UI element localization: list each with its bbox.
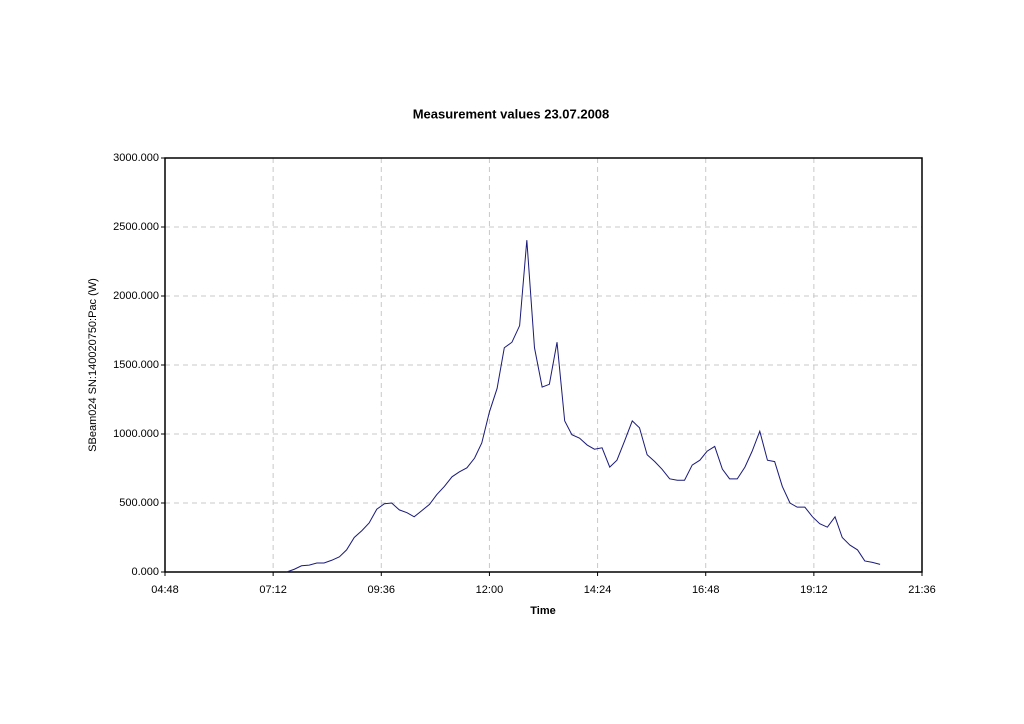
- x-tick-label: 12:00: [476, 584, 504, 596]
- y-tick-label: 2000.000: [113, 290, 159, 302]
- x-tick-label: 09:36: [368, 584, 396, 596]
- x-tick-label: 14:24: [584, 584, 612, 596]
- chart-title: Measurement values 23.07.2008: [413, 106, 610, 121]
- y-tick-label: 0.000: [131, 566, 159, 578]
- y-axis-label: SBeam024 SN:140020750:Pac (W): [87, 278, 99, 452]
- x-tick-label: 19:12: [800, 584, 828, 596]
- y-tick-label: 500.000: [119, 497, 159, 509]
- x-tick-label: 16:48: [692, 584, 720, 596]
- plot-frame: [164, 157, 923, 573]
- y-tick-label: 3000.000: [113, 152, 159, 164]
- y-tick-label: 2500.000: [113, 221, 159, 233]
- y-tick-label: 1500.000: [113, 359, 159, 371]
- y-tick-label: 1000.000: [113, 428, 159, 440]
- x-axis-label: Time: [530, 605, 555, 617]
- x-tick-label: 07:12: [259, 584, 287, 596]
- x-tick-label: 04:48: [151, 584, 179, 596]
- x-tick-label: 21:36: [908, 584, 936, 596]
- data-line: [286, 240, 881, 573]
